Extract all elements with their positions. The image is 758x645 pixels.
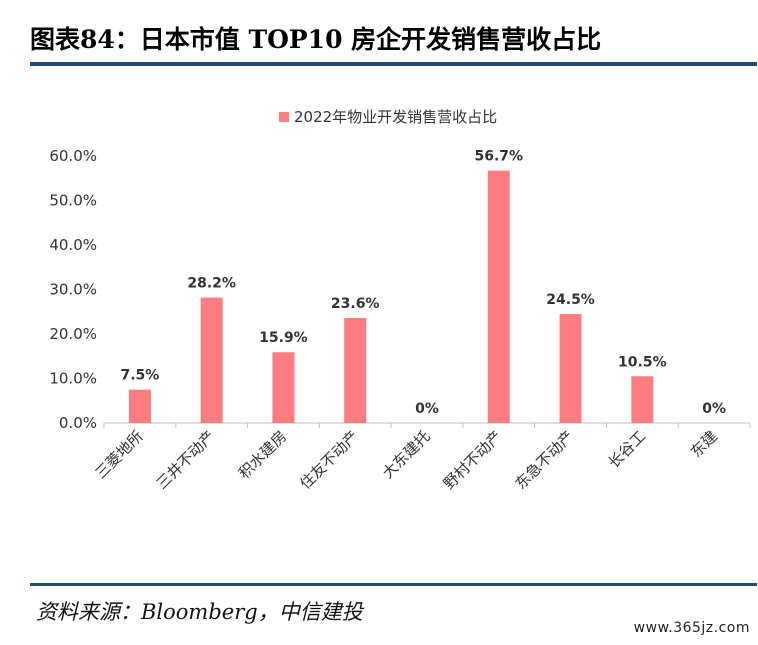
category-label: 大东建托 bbox=[379, 427, 434, 482]
bar bbox=[128, 389, 151, 423]
data-label: 15.9% bbox=[259, 330, 308, 346]
y-tick-label: 10.0% bbox=[49, 370, 97, 388]
category-label: 野村不动产 bbox=[440, 427, 506, 493]
bar bbox=[272, 352, 295, 423]
data-label: 0% bbox=[415, 401, 439, 417]
legend-label: 2022年物业开发销售营收占比 bbox=[294, 108, 497, 126]
data-label: 23.6% bbox=[331, 296, 380, 312]
bottom-divider bbox=[30, 583, 757, 586]
data-label: 24.5% bbox=[546, 292, 595, 308]
source-note: 资料来源：Bloomberg，中信建投 bbox=[36, 600, 363, 624]
data-label: 56.7% bbox=[474, 149, 523, 165]
category-label: 三菱地所 bbox=[92, 427, 147, 482]
data-label: 28.2% bbox=[187, 276, 236, 292]
bar bbox=[344, 317, 367, 423]
y-tick-label: 20.0% bbox=[49, 325, 97, 343]
y-tick-label: 60.0% bbox=[49, 147, 97, 165]
bar bbox=[559, 313, 582, 423]
category-label: 长谷工 bbox=[605, 427, 650, 472]
bar bbox=[200, 297, 223, 423]
chart-title: 图表84：日本市值 TOP10 房企开发销售营收占比 bbox=[30, 25, 602, 54]
bar bbox=[631, 376, 654, 423]
data-label: 10.5% bbox=[618, 354, 667, 370]
category-label: 住友不动产 bbox=[296, 427, 362, 493]
bar-chart: 2022年物业开发销售营收占比 0.0% 10.0% 20.0% 30.0% 40.0% 5… bbox=[49, 108, 751, 493]
top-divider bbox=[30, 62, 757, 66]
category-label: 三井不动产 bbox=[153, 427, 219, 493]
watermark: www.365jz.com bbox=[633, 620, 750, 636]
y-tick-label: 30.0% bbox=[49, 281, 97, 299]
y-tick-label: 0.0% bbox=[59, 414, 97, 432]
data-label: 0% bbox=[702, 401, 726, 417]
category-label: 东急不动产 bbox=[512, 427, 578, 493]
legend-swatch bbox=[279, 112, 289, 122]
category-label: 积水建房 bbox=[235, 427, 290, 482]
y-tick-label: 50.0% bbox=[49, 192, 97, 210]
bar bbox=[487, 170, 510, 423]
y-tick-label: 40.0% bbox=[49, 236, 97, 254]
data-label: 7.5% bbox=[120, 368, 159, 384]
category-label: 东建 bbox=[687, 427, 721, 461]
